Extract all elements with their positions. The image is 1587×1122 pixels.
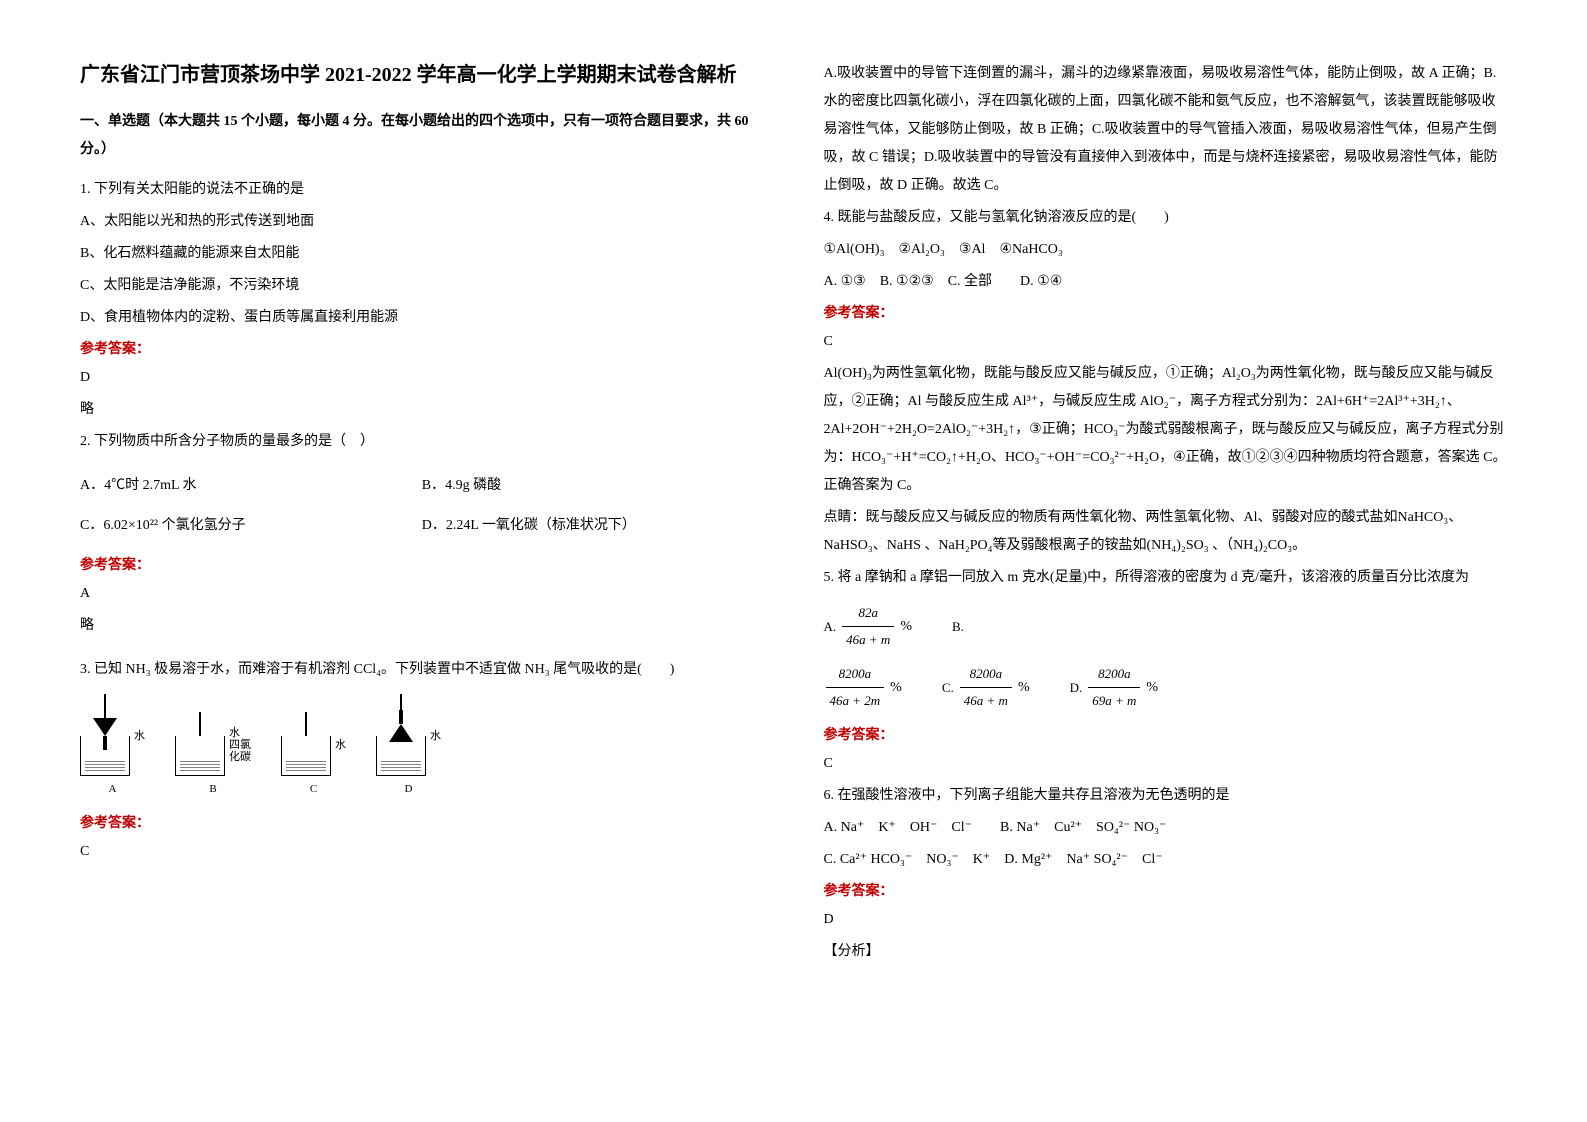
q5-c-num: 8200a [960, 661, 1012, 688]
q2-row2: C．6.02×10²² 个氯化氢分子 D．2.24L 一氧化碳（标准状况下） [80, 512, 764, 540]
q1-opt-d: D、食用植物体内的淀粉、蛋白质等属直接利用能源 [80, 304, 764, 332]
q6-answer: D [824, 906, 1508, 934]
q2-stem: 2. 下列物质中所含分子物质的量最多的是（ ） [80, 428, 764, 456]
q6-opt-cd: C. Ca²⁺ HCO₃⁻ NO₃⁻ K⁺ D. Mg²⁺ Na⁺ SO₄²⁻ … [824, 846, 1508, 874]
q5-a-label: A. [824, 614, 837, 640]
q5-opt-c: C. 8200a 46a + m % [942, 661, 1030, 714]
q1-opt-a: A、太阳能以光和热的形式传送到地面 [80, 208, 764, 236]
q2-opt-a: A．4℃时 2.7mL 水 [80, 472, 422, 500]
q4-answer: C [824, 328, 1508, 356]
diagram-d: 水 D [376, 694, 441, 800]
diagram-c-label: 水 [335, 739, 346, 751]
diagram-a-label: 水 [134, 730, 145, 742]
q4-stem: 4. 既能与盐酸反应，又能与氢氧化钠溶液反应的是( ) [824, 204, 1508, 232]
answer-label: 参考答案： [80, 810, 764, 838]
right-column: A.吸收装置中的导管下连倒置的漏斗，漏斗的边缘紧靠液面，易吸收易溶性气体，能防止… [824, 60, 1508, 1062]
diagram-b: 水 四氯 化碳 B [175, 712, 251, 800]
diagram-a: 水 A [80, 694, 145, 800]
q2-row1: A．4℃时 2.7mL 水 B．4.9g 磷酸 [80, 472, 764, 500]
q5-opt-b-label: B. [952, 614, 964, 640]
diagram-a-letter: A [109, 778, 117, 800]
q5-stem: 5. 将 a 摩钠和 a 摩铝一同放入 m 克水(足量)中，所得溶液的密度为 d… [824, 564, 1508, 592]
answer-label: 参考答案： [824, 878, 1508, 906]
q5-d-den: 69a + m [1088, 688, 1140, 714]
q1-stem: 1. 下列有关太阳能的说法不正确的是 [80, 176, 764, 204]
q4-list: ①Al(OH)₃ ②Al₂O₃ ③Al ④NaHCO₃ [824, 236, 1508, 264]
answer-label: 参考答案： [824, 722, 1508, 750]
q2-note: 略 [80, 612, 764, 640]
diagram-d-letter: D [405, 778, 413, 800]
q6-opt-ab: A. Na⁺ K⁺ OH⁻ Cl⁻ B. Na⁺ Cu²⁺ SO₄²⁻ NO₃⁻ [824, 814, 1508, 842]
q4-explain: Al(OH)₃为两性氢氧化物，既能与酸反应又能与碱反应，①正确；Al₂O₃为两性… [824, 360, 1508, 500]
q5-a-suffix: % [900, 613, 912, 641]
q3-stem: 3. 已知 NH₃ 极易溶于水，而难溶于有机溶剂 CCl₄。下列装置中不适宜做 … [80, 656, 764, 684]
answer-label: 参考答案： [80, 552, 764, 580]
q5-opt-d: D. 8200a 69a + m % [1070, 661, 1158, 714]
q3-answer: C [80, 838, 764, 866]
left-column: 广东省江门市营顶茶场中学 2021-2022 学年高一化学上学期期末试卷含解析 … [80, 60, 764, 1062]
q1-opt-b: B、化石燃料蕴藏的能源来自太阳能 [80, 240, 764, 268]
q5-frac-row-1: A. 82a 46a + m % B. [824, 600, 1508, 653]
q5-opt-b: 8200a 46a + 2m % [824, 661, 902, 714]
answer-label: 参考答案： [80, 336, 764, 364]
q5-opt-a: A. 82a 46a + m % [824, 600, 912, 653]
q1-note: 略 [80, 396, 764, 424]
q5-c-den: 46a + m [960, 688, 1012, 714]
q2-opt-d: D．2.24L 一氧化碳（标准状况下） [422, 512, 764, 540]
diagram-c: 水 C [281, 712, 346, 800]
q1-answer: D [80, 364, 764, 392]
q4-tip: 点睛：既与酸反应又与碱反应的物质有两性氧化物、两性氢氧化物、Al、弱酸对应的酸式… [824, 504, 1508, 560]
q2-opt-b: B．4.9g 磷酸 [422, 472, 764, 500]
q5-d-num: 8200a [1088, 661, 1140, 688]
answer-label: 参考答案： [824, 300, 1508, 328]
q5-a-num: 82a [842, 600, 894, 627]
q2-opt-c: C．6.02×10²² 个氯化氢分子 [80, 512, 422, 540]
q6-stem: 6. 在强酸性溶液中，下列离子组能大量共存且溶液为无色透明的是 [824, 782, 1508, 810]
q3-explain: A.吸收装置中的导管下连倒置的漏斗，漏斗的边缘紧靠液面，易吸收易溶性气体，能防止… [824, 60, 1508, 200]
q2-answer: A [80, 580, 764, 608]
q1-opt-c: C、太阳能是洁净能源，不污染环境 [80, 272, 764, 300]
q5-b-num: 8200a [826, 661, 885, 688]
q5-b-label: B. [952, 614, 964, 640]
q5-b-suffix: % [890, 674, 902, 702]
q5-a-den: 46a + m [842, 627, 894, 653]
q5-c-suffix: % [1018, 674, 1030, 702]
diagram-c-letter: C [310, 778, 317, 800]
q5-answer: C [824, 750, 1508, 778]
q5-frac-row-2: 8200a 46a + 2m % C. 8200a 46a + m % D. 8… [824, 661, 1508, 714]
diagram-d-label: 水 [430, 730, 441, 742]
diagram-b-label: 水 四氯 化碳 [229, 727, 251, 763]
q3-diagrams: 水 A 水 四氯 化碳 B 水 C [80, 694, 764, 800]
section-1-head: 一、单选题（本大题共 15 个小题，每小题 4 分。在每小题给出的四个选项中，只… [80, 108, 764, 164]
diagram-b-letter: B [209, 778, 216, 800]
doc-title: 广东省江门市营顶茶场中学 2021-2022 学年高一化学上学期期末试卷含解析 [80, 60, 764, 90]
q4-opts: A. ①③ B. ①②③ C. 全部 D. ①④ [824, 268, 1508, 296]
q5-d-suffix: % [1146, 674, 1158, 702]
q6-tail: 【分析】 [824, 938, 1508, 966]
q5-b-den: 46a + 2m [826, 688, 885, 714]
q5-d-label: D. [1070, 675, 1083, 701]
q5-c-label: C. [942, 675, 954, 701]
